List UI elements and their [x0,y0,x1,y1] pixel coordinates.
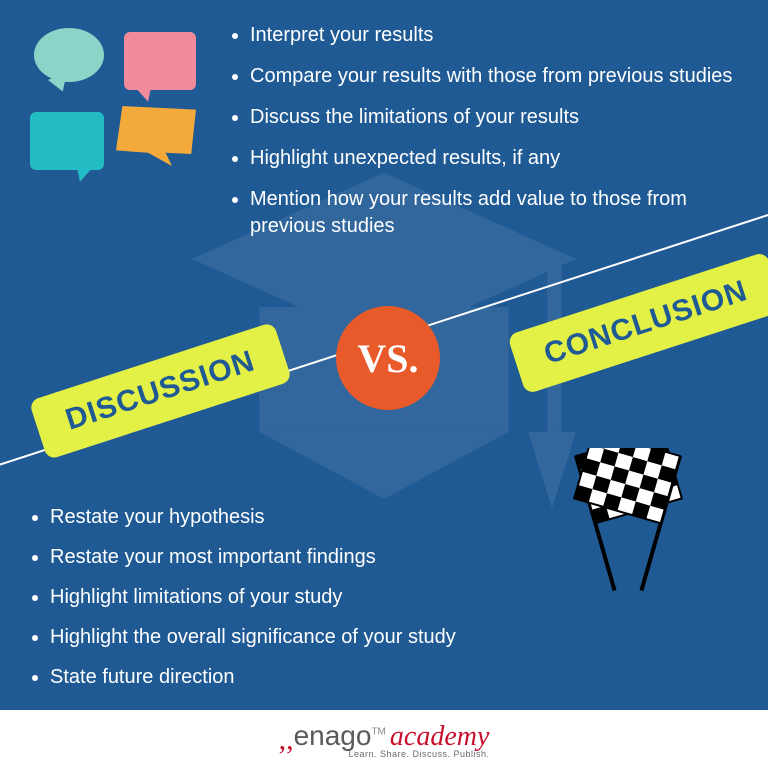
conclusion-label: CONCLUSION [507,252,768,395]
brand-suffix: academy [390,721,490,752]
quotes-icon: ,, [279,723,294,756]
vs-circle: VS. [336,306,440,410]
footer: ,,enagoTM academy Learn. Share. Discuss. … [0,710,768,768]
list-item: Highlight unexpected results, if any [250,145,740,172]
list-item: Interpret your results [250,22,740,49]
tagline: Learn. Share. Discuss. Publish. [348,749,489,759]
brand-name: enago [294,720,372,751]
checkered-flags-icon [514,448,744,608]
list-item: State future direction [50,664,470,690]
brand-logo: ,,enagoTM academy [279,719,490,753]
list-item: Restate your hypothesis [50,504,470,530]
list-item: Compare your results with those from pre… [250,63,740,90]
list-item: Discuss the limitations of your results [250,104,740,131]
list-item: Highlight limitations of your study [50,584,470,610]
infographic-main: Interpret your results Compare your resu… [0,0,768,710]
list-item: Highlight the overall significance of yo… [50,624,470,650]
tm-mark: TM [371,727,385,738]
discussion-bullets: Interpret your results Compare your resu… [230,22,740,254]
list-item: Mention how your results add value to th… [250,186,740,240]
list-item: Restate your most important findings [50,544,470,570]
discussion-label: DISCUSSION [29,322,292,460]
conclusion-bullets: Restate your hypothesis Restate your mos… [30,504,470,704]
